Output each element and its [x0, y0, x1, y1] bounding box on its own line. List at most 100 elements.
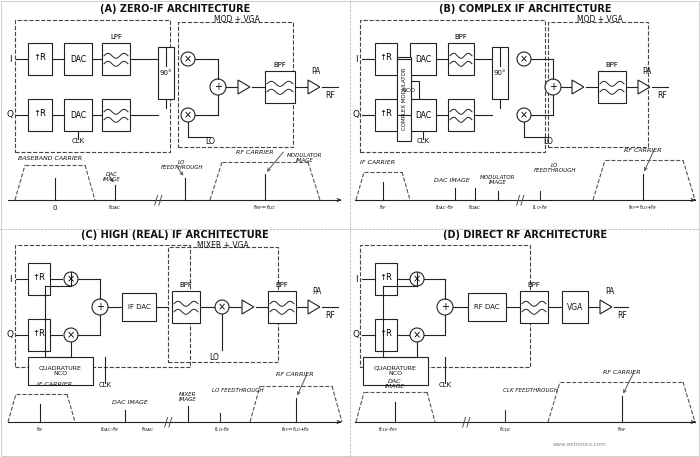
Text: ×: ×	[413, 274, 421, 284]
Bar	[448, 99, 474, 131]
Circle shape	[545, 79, 561, 95]
Bar	[375, 263, 397, 295]
Bar	[178, 22, 293, 147]
Circle shape	[517, 52, 531, 66]
Text: ×: ×	[413, 330, 421, 340]
Bar	[468, 293, 506, 321]
Polygon shape	[308, 300, 320, 314]
Circle shape	[517, 108, 531, 122]
Text: BPF: BPF	[274, 62, 286, 68]
Bar	[360, 20, 545, 152]
Text: MODULATOR
IMAGE: MODULATOR IMAGE	[287, 153, 323, 164]
Text: ×: ×	[520, 110, 528, 120]
Text: f$_{LO}$-f$_{IF}$: f$_{LO}$-f$_{IF}$	[214, 425, 230, 435]
Text: PA: PA	[312, 287, 322, 296]
Text: f$_{RF}$=f$_{LO}$+f$_{IF}$: f$_{RF}$=f$_{LO}$+f$_{IF}$	[628, 203, 658, 213]
Text: PA: PA	[643, 67, 652, 75]
Text: //: //	[462, 415, 470, 429]
Text: //: //	[164, 415, 172, 429]
Polygon shape	[308, 80, 320, 94]
Text: f$_{DAC}$: f$_{DAC}$	[141, 425, 155, 435]
Text: www.eetronics.com: www.eetronics.com	[553, 442, 607, 447]
Text: ×: ×	[184, 110, 192, 120]
Bar	[168, 247, 278, 362]
Bar	[265, 71, 295, 103]
Text: (D) DIRECT RF ARCHITECTURE: (D) DIRECT RF ARCHITECTURE	[443, 230, 607, 240]
Text: f$_{CLK}$-f$_{RF}$: f$_{CLK}$-f$_{RF}$	[378, 425, 398, 435]
Text: ↑R: ↑R	[379, 53, 393, 63]
Text: ↑R: ↑R	[34, 53, 46, 63]
Text: f$_{DAC}$-f$_{IF}$: f$_{DAC}$-f$_{IF}$	[100, 425, 120, 435]
Bar	[268, 291, 296, 323]
Text: BASEBAND CARRIER: BASEBAND CARRIER	[18, 155, 82, 160]
Bar	[28, 43, 52, 75]
Text: ×: ×	[67, 274, 75, 284]
Text: f$_{DAC}$: f$_{DAC}$	[108, 203, 122, 213]
Bar	[375, 319, 397, 351]
Text: DAC: DAC	[415, 54, 431, 64]
Bar	[410, 43, 436, 75]
Text: LO: LO	[209, 352, 219, 361]
Text: BPF: BPF	[276, 282, 288, 288]
Text: DAC IMAGE: DAC IMAGE	[434, 177, 470, 182]
Bar	[64, 99, 92, 131]
Text: CLK: CLK	[438, 382, 452, 388]
Text: f$_{DAC}$-f$_{IF}$: f$_{DAC}$-f$_{IF}$	[435, 203, 455, 213]
Text: RF DAC: RF DAC	[475, 304, 500, 310]
Text: ↑R: ↑R	[33, 273, 46, 282]
Bar	[562, 291, 588, 323]
Bar	[28, 99, 52, 131]
Bar	[28, 357, 93, 385]
Text: I: I	[8, 54, 11, 64]
Polygon shape	[238, 80, 250, 94]
Text: I: I	[355, 275, 357, 283]
Polygon shape	[242, 300, 254, 314]
Text: CLK: CLK	[99, 382, 111, 388]
Text: f$_{RF}$: f$_{RF}$	[617, 425, 627, 435]
Text: DAC: DAC	[415, 111, 431, 119]
Text: (B) COMPLEX IF ARCHITECTURE: (B) COMPLEX IF ARCHITECTURE	[439, 4, 611, 14]
Text: MIXER + VGA: MIXER + VGA	[197, 240, 249, 250]
Text: 90°: 90°	[494, 70, 506, 76]
Text: CLK FEEDTHROUGH: CLK FEEDTHROUGH	[503, 388, 557, 393]
Text: BPF: BPF	[454, 34, 468, 40]
Text: QUADRATURE
NCO: QUADRATURE NCO	[374, 366, 416, 377]
Bar	[397, 81, 419, 99]
Bar	[158, 47, 174, 99]
Text: DAC: DAC	[70, 54, 86, 64]
Text: DAC
IMAGE: DAC IMAGE	[103, 171, 121, 182]
Circle shape	[181, 108, 195, 122]
Text: COMPLEX MODULATOR: COMPLEX MODULATOR	[402, 68, 407, 130]
Text: RF CARRIER: RF CARRIER	[603, 370, 640, 374]
Text: ↑R: ↑R	[379, 273, 393, 282]
Text: ↑R: ↑R	[33, 329, 46, 339]
Circle shape	[181, 52, 195, 66]
Text: //: //	[154, 193, 162, 207]
Text: f$_{RF}$=f$_{LO}$+f$_{IF}$: f$_{RF}$=f$_{LO}$+f$_{IF}$	[281, 425, 311, 435]
Text: ×: ×	[218, 302, 226, 312]
Text: RF CARRIER: RF CARRIER	[624, 148, 661, 153]
Text: ↑R: ↑R	[34, 110, 46, 118]
Text: Q: Q	[6, 330, 13, 340]
Bar	[15, 245, 190, 367]
Text: +: +	[549, 82, 557, 92]
Text: f$_{RF}$=f$_{LO}$: f$_{RF}$=f$_{LO}$	[253, 203, 276, 213]
Polygon shape	[600, 300, 612, 314]
Bar	[548, 22, 648, 147]
Text: DAC
IMAGE: DAC IMAGE	[385, 378, 405, 389]
Text: MOD + VGA: MOD + VGA	[214, 16, 260, 25]
Text: LO
FEEDTHROUGH: LO FEEDTHROUGH	[533, 163, 576, 173]
Bar	[122, 293, 156, 321]
Polygon shape	[638, 80, 650, 94]
Text: f$_{IF}$: f$_{IF}$	[36, 425, 44, 435]
Text: I: I	[8, 275, 11, 283]
Text: I: I	[355, 54, 357, 64]
Text: Q: Q	[6, 111, 13, 119]
Text: LPF: LPF	[110, 34, 122, 40]
Bar	[360, 245, 530, 367]
Text: f$_{CLK}$: f$_{CLK}$	[498, 425, 512, 435]
Bar	[598, 71, 626, 103]
Bar	[102, 99, 130, 131]
Text: BPF: BPF	[180, 282, 193, 288]
Text: (C) HIGH (REAL) IF ARCHITECTURE: (C) HIGH (REAL) IF ARCHITECTURE	[81, 230, 269, 240]
